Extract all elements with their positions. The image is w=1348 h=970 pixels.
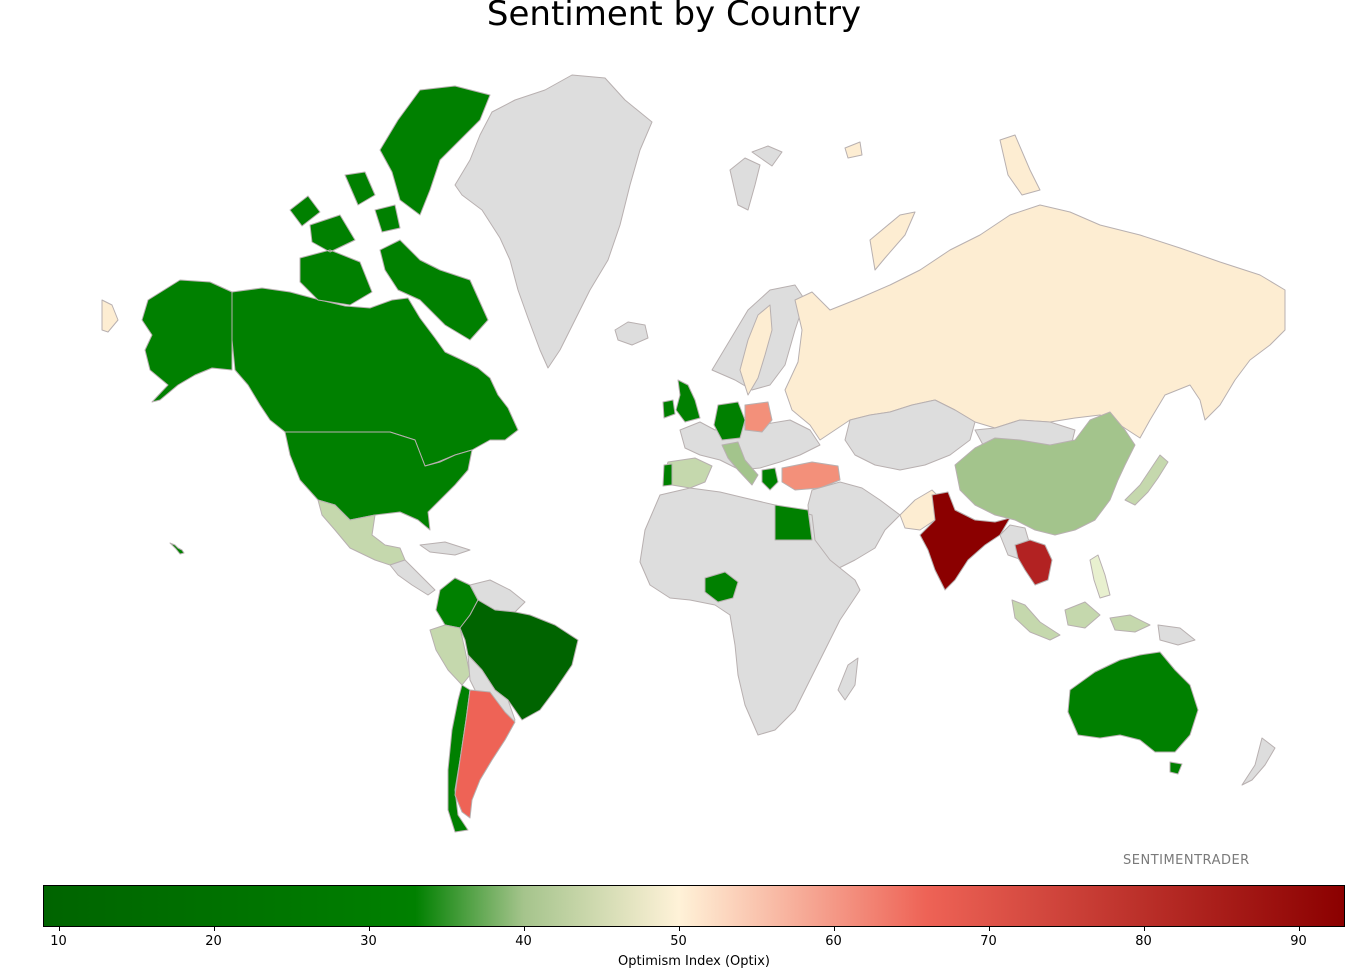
country-poland[interactable] xyxy=(744,401,773,433)
map-title: Sentiment by Country xyxy=(486,0,862,34)
island-madagascar xyxy=(837,657,859,701)
world-choropleth-map xyxy=(101,74,1286,833)
country-russia[interactable] xyxy=(784,204,1286,441)
colorbar-tick-mark xyxy=(1143,927,1145,931)
colorbar-tick-label: 10 xyxy=(50,934,67,949)
colorbar-tick-mark xyxy=(213,927,215,931)
country-usa-alaska[interactable] xyxy=(141,279,233,403)
country-sweden[interactable] xyxy=(739,304,773,396)
country-turkey[interactable] xyxy=(781,461,841,491)
country-japan[interactable] xyxy=(1124,454,1169,506)
country-india[interactable] xyxy=(919,491,1011,591)
colorbar-tick-mark xyxy=(523,927,525,931)
region-central-america xyxy=(389,541,471,596)
country-portugal[interactable] xyxy=(662,463,673,487)
colorbar-tick-mark xyxy=(1298,927,1300,931)
country-russia-west-wrap xyxy=(101,299,119,333)
island-hawaii xyxy=(169,542,185,555)
island-svalbard xyxy=(729,145,783,211)
region-papua xyxy=(1157,624,1196,646)
country-nigeria[interactable] xyxy=(704,571,739,603)
colorbar-tick-label: 20 xyxy=(205,934,222,949)
country-canada-islands xyxy=(289,85,491,341)
country-greenland[interactable] xyxy=(454,74,653,369)
colorbar-tick-label: 90 xyxy=(1290,934,1307,949)
watermark: SENTIMENTRADER xyxy=(1123,853,1250,868)
country-egypt[interactable] xyxy=(774,504,813,541)
country-philippines[interactable] xyxy=(1089,554,1111,599)
colorbar-tick-mark xyxy=(833,927,835,931)
country-greece[interactable] xyxy=(761,467,779,491)
colorbar-tick-label: 60 xyxy=(825,934,842,949)
country-thailand[interactable] xyxy=(1014,539,1053,586)
colorbar-tick-mark xyxy=(368,927,370,931)
country-china[interactable] xyxy=(954,411,1136,536)
colorbar-tick-label: 50 xyxy=(670,934,687,949)
country-germany[interactable] xyxy=(713,401,746,441)
country-italy[interactable] xyxy=(721,441,759,486)
colorbar-tick-mark xyxy=(58,927,60,931)
colorbar-tick-label: 70 xyxy=(980,934,997,949)
country-iceland[interactable] xyxy=(614,321,649,346)
colorbar-tick-label: 80 xyxy=(1135,934,1152,949)
country-mexico[interactable] xyxy=(317,499,406,566)
colorbar xyxy=(43,885,1345,927)
country-ireland[interactable] xyxy=(662,399,676,419)
colorbar-tick-label: 30 xyxy=(360,934,377,949)
country-uk[interactable] xyxy=(675,379,701,423)
country-canada[interactable] xyxy=(231,287,519,467)
colorbar-tick-mark xyxy=(988,927,990,931)
island-novaya-zemlya xyxy=(844,134,1041,271)
colorbar-label: Optimism Index (Optix) xyxy=(618,954,770,969)
country-australia[interactable] xyxy=(1067,651,1199,775)
country-argentina[interactable] xyxy=(454,689,516,819)
colorbar-tick-mark xyxy=(678,927,680,931)
country-indonesia[interactable] xyxy=(1011,599,1151,641)
country-new-zealand[interactable] xyxy=(1241,737,1276,786)
region-central-asia xyxy=(844,399,976,471)
colorbar-tick-label: 40 xyxy=(515,934,532,949)
